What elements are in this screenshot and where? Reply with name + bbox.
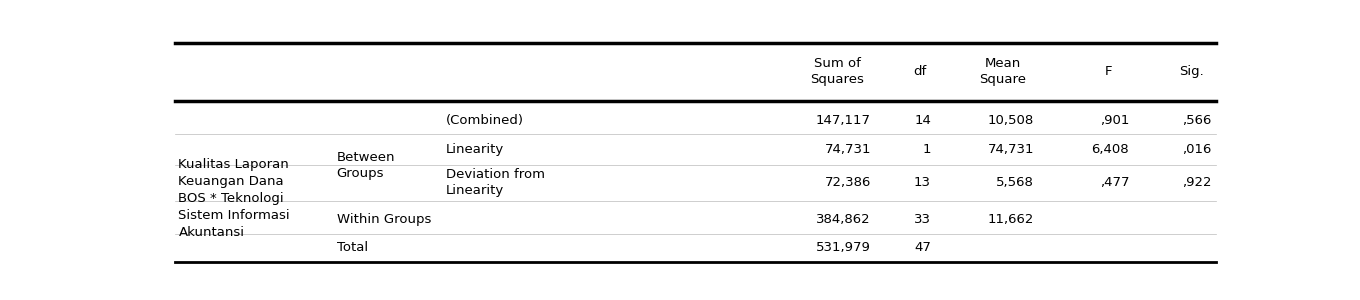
Text: 47: 47 (914, 241, 932, 254)
Text: 11,662: 11,662 (987, 213, 1034, 226)
Text: Linearity: Linearity (446, 143, 505, 156)
Text: F: F (1104, 65, 1112, 78)
Text: df: df (913, 65, 926, 78)
Text: 74,731: 74,731 (987, 143, 1034, 156)
Text: 147,117: 147,117 (816, 114, 870, 127)
Text: Within Groups: Within Groups (336, 213, 431, 226)
Text: Sig.: Sig. (1179, 65, 1204, 78)
Text: ,901: ,901 (1100, 114, 1129, 127)
Text: Between
Groups: Between Groups (336, 152, 394, 180)
Text: Mean
Square: Mean Square (979, 57, 1027, 86)
Text: (Combined): (Combined) (446, 114, 524, 127)
Text: ,016: ,016 (1182, 143, 1212, 156)
Text: 13: 13 (914, 176, 932, 189)
Text: Deviation from
Linearity: Deviation from Linearity (446, 168, 545, 197)
Text: Total: Total (336, 241, 367, 254)
Text: Sum of
Squares: Sum of Squares (811, 57, 864, 86)
Text: 384,862: 384,862 (816, 213, 870, 226)
Text: 5,568: 5,568 (997, 176, 1034, 189)
Text: ,922: ,922 (1182, 176, 1212, 189)
Text: 74,731: 74,731 (824, 143, 870, 156)
Text: ,566: ,566 (1182, 114, 1212, 127)
Text: 1: 1 (922, 143, 932, 156)
Text: 531,979: 531,979 (816, 241, 870, 254)
Text: 6,408: 6,408 (1092, 143, 1129, 156)
Text: 14: 14 (914, 114, 932, 127)
Text: 33: 33 (914, 213, 932, 226)
Text: 10,508: 10,508 (987, 114, 1034, 127)
Text: Kualitas Laporan
Keuangan Dana
BOS * Teknologi
Sistem Informasi
Akuntansi: Kualitas Laporan Keuangan Dana BOS * Tek… (178, 158, 290, 239)
Text: 72,386: 72,386 (824, 176, 870, 189)
Text: ,477: ,477 (1100, 176, 1129, 189)
